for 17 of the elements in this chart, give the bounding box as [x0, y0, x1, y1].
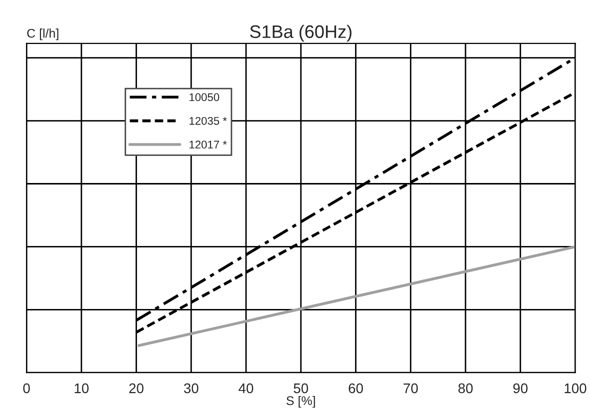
- x-tick-label: 90: [513, 383, 528, 394]
- x-tick-label: 100: [564, 383, 586, 394]
- x-tick-label: 0: [23, 383, 30, 394]
- x-tick-label: 20: [129, 383, 144, 394]
- chart-title: S1Ba (60Hz): [250, 24, 352, 42]
- x-tick-label: 30: [184, 383, 198, 394]
- x-tick-label: 50: [294, 383, 308, 394]
- x-tick-label: 70: [404, 383, 418, 394]
- x-tick-label: 60: [348, 383, 363, 394]
- x-tick-label: 40: [238, 383, 254, 394]
- legend-label: 12035 *: [190, 116, 227, 125]
- x-tick-label: 10: [74, 383, 89, 394]
- legend-label: 12017 *: [190, 140, 227, 149]
- y-axis-title: C [l/h]: [27, 28, 58, 40]
- x-tick-label: 80: [458, 383, 473, 394]
- legend-label: 10050: [190, 93, 220, 102]
- x-axis-title: S [%]: [286, 396, 315, 408]
